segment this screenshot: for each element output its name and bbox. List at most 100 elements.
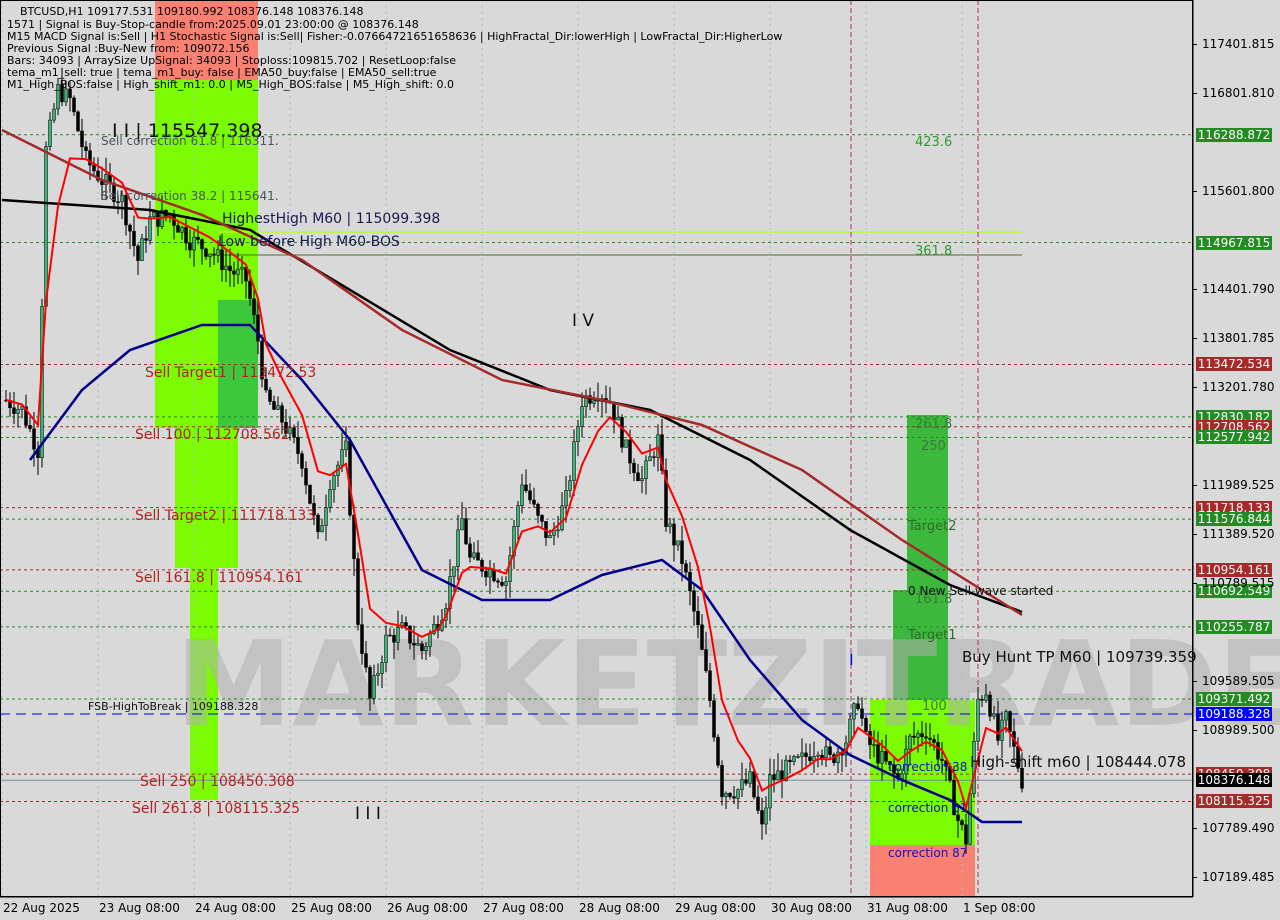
sell-target2-label: Sell Target2 | 111718.133 [135, 508, 316, 524]
candle-bull [104, 174, 108, 185]
date-tick-label: 29 Aug 08:00 [675, 901, 756, 915]
candle-bull [452, 566, 456, 577]
candle-bull [328, 489, 332, 508]
candle-bull [740, 779, 744, 791]
price-tick-mark [1193, 583, 1197, 585]
previous-signal-line: Previous Signal :Buy-New from: 109072.15… [7, 42, 250, 55]
price-tag-green: 111576.844 [1196, 512, 1272, 527]
candle-bull [288, 427, 292, 434]
sell-target1-label: Sell Target1 | 113472.53 [145, 365, 317, 381]
low-before-high-label: Low before High M60-BOS [218, 234, 400, 250]
candle-bear [260, 340, 264, 380]
candle-bull [736, 789, 740, 799]
price-tick-mark [1193, 730, 1197, 732]
candle-bear [144, 238, 148, 241]
date-tick-label: 23 Aug 08:00 [99, 901, 180, 915]
candle-bear [156, 212, 160, 227]
candle-bear [204, 248, 208, 257]
price-tick-label: 107789.490 [1202, 821, 1275, 836]
candle-bear [200, 239, 204, 250]
candle-bull [384, 634, 388, 663]
candle-bear [524, 484, 528, 492]
correction-61-label: correction 61 [888, 801, 968, 815]
price-tag-green: 116288.872 [1196, 127, 1272, 142]
price-tick-label: 111389.520 [1202, 527, 1275, 542]
price-tag-green: 110255.787 [1196, 619, 1272, 634]
candle-bear [184, 227, 188, 244]
bars-line: Bars: 34093 | ArraySize UpSignal: 34093 … [7, 54, 456, 67]
candle-bear [68, 88, 72, 99]
price-tick-mark [1193, 534, 1197, 536]
candle-bear [620, 417, 624, 448]
date-tick-label: 22 Aug 2025 [3, 901, 80, 915]
candle-bull [992, 713, 996, 717]
candle-bear [628, 439, 632, 464]
price-tick-mark [1193, 485, 1197, 487]
date-tick-label: 27 Aug 08:00 [483, 901, 564, 915]
wave-3-label: I I I [355, 804, 381, 824]
fib-4236-label: 423.6 [915, 135, 953, 150]
candle-bull [428, 633, 432, 647]
candle-bear [920, 733, 924, 737]
candle-bear [760, 810, 764, 825]
candle-bear [368, 667, 372, 699]
fib-100-label: 100 [922, 699, 947, 714]
candle-bull [344, 440, 348, 450]
candle-bull [424, 646, 428, 652]
correction-87-label: correction 87 [888, 846, 968, 860]
candle-bear [420, 643, 424, 652]
sell-correction-618-label: Sell correction 61.8 | 116311. [101, 134, 279, 148]
candle-bear [280, 405, 284, 423]
price-tag-green: 114967.815 [1196, 235, 1272, 250]
candle-bear [484, 570, 488, 578]
candle-bull [340, 449, 344, 466]
candle-bull [504, 581, 508, 586]
price-tick-mark [1193, 876, 1197, 878]
candle-bear [12, 407, 16, 414]
candle-bear [356, 558, 360, 625]
candle-bear [300, 453, 304, 469]
date-tick-label: 1 Sep 08:00 [963, 901, 1036, 915]
candle-bear [128, 224, 132, 232]
candle-bear [500, 581, 504, 586]
candle-bull [976, 698, 980, 742]
candle-bear [464, 518, 468, 545]
chart-frame [0, 0, 1193, 897]
candle-bull [1004, 711, 1008, 721]
price-tick-label: 117401.815 [1202, 37, 1275, 51]
candle-bear [480, 560, 484, 572]
candle-bull [648, 456, 652, 462]
candle-bear [220, 249, 224, 271]
candle-bull [616, 417, 620, 421]
candle-bear [528, 490, 532, 501]
candle-bull [748, 771, 752, 784]
candle-bear [132, 230, 136, 247]
price-tick-label: 111989.525 [1202, 478, 1275, 493]
candle-bull [488, 569, 492, 578]
sell-zone-salmon [155, 0, 258, 80]
candle-bull [724, 793, 728, 798]
candle-bull [568, 480, 572, 491]
candle-bull [380, 662, 384, 674]
moving-average-line [28, 323, 1022, 824]
sell-zone-target2 [175, 428, 238, 568]
candle-bear [980, 698, 984, 701]
date-tick-label: 31 Aug 08:00 [867, 901, 948, 915]
candle-bull [880, 750, 884, 764]
price-tick-mark [1193, 288, 1197, 290]
candle-bull [240, 267, 244, 270]
highest-high-label: HighestHigh M60 | 115099.398 [222, 211, 441, 227]
price-tick-mark [1193, 190, 1197, 192]
price-tag-green: 112577.942 [1196, 430, 1272, 445]
date-tick-label: 25 Aug 08:00 [291, 901, 372, 915]
candle-bull [324, 507, 328, 526]
candle-bear [940, 758, 944, 761]
candle-bear [828, 746, 832, 755]
candle-bear [360, 624, 364, 654]
candle-bull [904, 748, 908, 775]
candle-bear [468, 543, 472, 558]
candle-bear [744, 779, 748, 784]
sell-100-label: Sell 100 | 112708.562 [135, 427, 290, 443]
candle-bear [804, 752, 808, 758]
